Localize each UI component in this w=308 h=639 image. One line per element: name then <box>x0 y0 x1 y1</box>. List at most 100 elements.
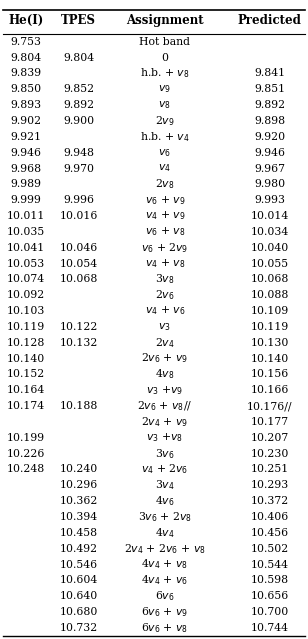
Text: 3$\mathit{v}_6$ + 2$\mathit{v}_8$: 3$\mathit{v}_6$ + 2$\mathit{v}_8$ <box>138 510 192 524</box>
Text: 10.011: 10.011 <box>7 211 45 221</box>
Text: 10.130: 10.130 <box>250 338 289 348</box>
Text: 10.230: 10.230 <box>250 449 289 459</box>
Text: 9.980: 9.980 <box>254 180 285 189</box>
Text: 10.152: 10.152 <box>7 369 45 380</box>
Text: 10.226: 10.226 <box>7 449 45 459</box>
Text: 10.103: 10.103 <box>7 306 45 316</box>
Text: 10.016: 10.016 <box>59 211 98 221</box>
Text: 10.207: 10.207 <box>250 433 289 443</box>
Text: 4$\mathit{v}_8$: 4$\mathit{v}_8$ <box>155 367 175 381</box>
Text: 10.546: 10.546 <box>59 560 98 569</box>
Text: 9.948: 9.948 <box>63 148 94 158</box>
Text: 10.088: 10.088 <box>250 290 289 300</box>
Text: Assignment: Assignment <box>126 14 204 27</box>
Text: 10.199: 10.199 <box>7 433 45 443</box>
Text: $\mathit{v}_4$ + $\mathit{v}_8$: $\mathit{v}_4$ + $\mathit{v}_8$ <box>145 257 185 270</box>
Text: 10.119: 10.119 <box>250 322 289 332</box>
Text: 9.900: 9.900 <box>63 116 94 126</box>
Text: $\mathit{v}_8$: $\mathit{v}_8$ <box>158 99 171 111</box>
Text: 10.296: 10.296 <box>59 481 98 490</box>
Text: 10.656: 10.656 <box>250 591 289 601</box>
Text: Predicted: Predicted <box>237 14 302 27</box>
Text: 10.406: 10.406 <box>250 512 289 522</box>
Text: 10.240: 10.240 <box>59 465 98 475</box>
Text: 10.458: 10.458 <box>59 528 98 538</box>
Text: 9.970: 9.970 <box>63 164 94 174</box>
Text: 10.034: 10.034 <box>250 227 289 237</box>
Text: 9.968: 9.968 <box>10 164 42 174</box>
Text: 2$\mathit{v}_6$ + $\mathit{v}_9$: 2$\mathit{v}_6$ + $\mathit{v}_9$ <box>141 351 188 366</box>
Text: 10.700: 10.700 <box>250 607 289 617</box>
Text: h.b. + $\mathit{v}_8$: h.b. + $\mathit{v}_8$ <box>140 66 189 81</box>
Text: 2$\mathit{v}_6$: 2$\mathit{v}_6$ <box>155 288 175 302</box>
Text: 9.850: 9.850 <box>10 84 42 95</box>
Text: $\mathit{v}_3$ +$\mathit{v}_8$: $\mathit{v}_3$ +$\mathit{v}_8$ <box>146 431 183 444</box>
Text: 10.492: 10.492 <box>59 544 98 553</box>
Text: $\mathit{v}_3$ +$\mathit{v}_9$: $\mathit{v}_3$ +$\mathit{v}_9$ <box>146 384 183 397</box>
Text: 2$\mathit{v}_4$ + 2$\mathit{v}_6$ + $\mathit{v}_8$: 2$\mathit{v}_4$ + 2$\mathit{v}_6$ + $\ma… <box>124 542 206 555</box>
Text: 9.993: 9.993 <box>254 195 285 205</box>
Text: 9.920: 9.920 <box>254 132 285 142</box>
Text: 10.372: 10.372 <box>250 496 289 506</box>
Text: 9.898: 9.898 <box>254 116 285 126</box>
Text: 10.188: 10.188 <box>59 401 98 411</box>
Text: 10.248: 10.248 <box>7 465 45 475</box>
Text: 9.946: 9.946 <box>254 148 285 158</box>
Text: 10.041: 10.041 <box>7 243 45 252</box>
Text: 10.164: 10.164 <box>7 385 45 396</box>
Text: 10.055: 10.055 <box>250 259 289 268</box>
Text: h.b. + $\mathit{v}_4$: h.b. + $\mathit{v}_4$ <box>140 130 190 144</box>
Text: 10.456: 10.456 <box>250 528 289 538</box>
Text: 0: 0 <box>161 52 168 63</box>
Text: 3$\mathit{v}_6$: 3$\mathit{v}_6$ <box>155 447 175 461</box>
Text: 6$\mathit{v}_6$ + $\mathit{v}_8$: 6$\mathit{v}_6$ + $\mathit{v}_8$ <box>141 621 188 635</box>
Text: 10.054: 10.054 <box>59 259 98 268</box>
Text: 2$\mathit{v}_9$: 2$\mathit{v}_9$ <box>155 114 175 128</box>
Text: 10.680: 10.680 <box>59 607 98 617</box>
Text: $\mathit{v}_6$ + $\mathit{v}_8$: $\mathit{v}_6$ + $\mathit{v}_8$ <box>145 226 185 238</box>
Text: 10.394: 10.394 <box>59 512 98 522</box>
Text: 10.074: 10.074 <box>7 274 45 284</box>
Text: 4$\mathit{v}_4$ + $\mathit{v}_8$: 4$\mathit{v}_4$ + $\mathit{v}_8$ <box>141 558 188 571</box>
Text: $\mathit{v}_6$ + $\mathit{v}_9$: $\mathit{v}_6$ + $\mathit{v}_9$ <box>144 194 185 206</box>
Text: 9.996: 9.996 <box>63 195 94 205</box>
Text: 9.851: 9.851 <box>254 84 285 95</box>
Text: 10.092: 10.092 <box>7 290 45 300</box>
Text: 9.902: 9.902 <box>10 116 42 126</box>
Text: 9.804: 9.804 <box>10 52 42 63</box>
Text: 9.892: 9.892 <box>254 100 285 110</box>
Text: 9.753: 9.753 <box>11 37 42 47</box>
Text: Hot band: Hot band <box>139 37 190 47</box>
Text: 10.132: 10.132 <box>59 338 98 348</box>
Text: 10.140: 10.140 <box>7 353 45 364</box>
Text: 10.035: 10.035 <box>7 227 45 237</box>
Text: 10.166: 10.166 <box>250 385 289 396</box>
Text: 9.967: 9.967 <box>254 164 285 174</box>
Text: TPES: TPES <box>61 14 96 27</box>
Text: 10.177: 10.177 <box>250 417 289 427</box>
Text: He(I): He(I) <box>9 14 44 27</box>
Text: 9.999: 9.999 <box>11 195 42 205</box>
Text: 10.640: 10.640 <box>59 591 98 601</box>
Text: 10.293: 10.293 <box>250 481 289 490</box>
Text: 10.040: 10.040 <box>250 243 289 252</box>
Text: 9.892: 9.892 <box>63 100 94 110</box>
Text: 4$\mathit{v}_4$ + $\mathit{v}_6$: 4$\mathit{v}_4$ + $\mathit{v}_6$ <box>141 573 188 587</box>
Text: 10.119: 10.119 <box>7 322 45 332</box>
Text: 4$\mathit{v}_4$: 4$\mathit{v}_4$ <box>155 526 175 540</box>
Text: 10.053: 10.053 <box>7 259 45 268</box>
Text: 3$\mathit{v}_8$: 3$\mathit{v}_8$ <box>155 272 175 286</box>
Text: 10.068: 10.068 <box>250 274 289 284</box>
Text: 10.176//: 10.176// <box>247 401 292 411</box>
Text: 2$\mathit{v}_6$ + $\mathit{v}_8$//: 2$\mathit{v}_6$ + $\mathit{v}_8$// <box>137 399 192 413</box>
Text: 10.122: 10.122 <box>59 322 98 332</box>
Text: 9.839: 9.839 <box>10 68 42 79</box>
Text: $\mathit{v}_4$ + $\mathit{v}_6$: $\mathit{v}_4$ + $\mathit{v}_6$ <box>144 305 185 318</box>
Text: $\mathit{v}_6$ + 2$\mathit{v}_9$: $\mathit{v}_6$ + 2$\mathit{v}_9$ <box>141 241 188 254</box>
Text: $\mathit{v}_4$: $\mathit{v}_4$ <box>158 162 171 174</box>
Text: $\mathit{v}_4$ + 2$\mathit{v}_6$: $\mathit{v}_4$ + 2$\mathit{v}_6$ <box>141 463 188 477</box>
Text: 10.362: 10.362 <box>59 496 98 506</box>
Text: 9.841: 9.841 <box>254 68 285 79</box>
Text: 10.068: 10.068 <box>59 274 98 284</box>
Text: 4$\mathit{v}_6$: 4$\mathit{v}_6$ <box>155 494 175 508</box>
